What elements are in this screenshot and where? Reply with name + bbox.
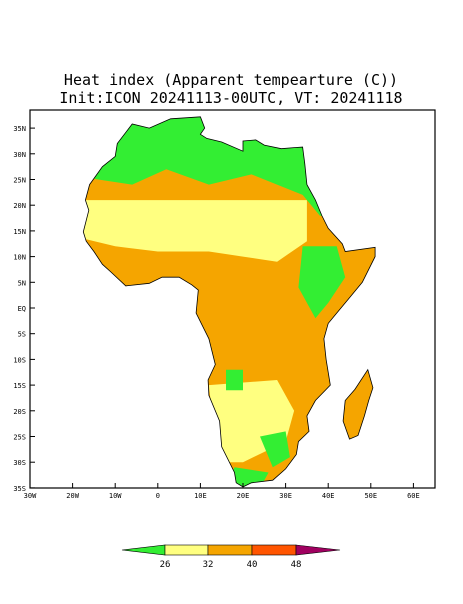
lon-label: 0 <box>156 492 160 500</box>
lon-label: 30E <box>279 492 292 500</box>
colorbar-high <box>295 544 341 556</box>
colorbar-label: 32 <box>203 560 214 570</box>
lat-label: 10N <box>13 254 26 262</box>
title: Heat index (Apparent tempearture (C)) <box>64 71 398 89</box>
green-region <box>260 431 290 468</box>
lat-label: 30N <box>13 151 26 159</box>
lon-label: 40E <box>322 492 335 500</box>
colorbar-label: 48 <box>291 560 302 570</box>
lat-label: 35N <box>13 125 26 133</box>
green-region <box>298 246 346 319</box>
lat-label: 35S <box>13 485 26 493</box>
axis-ticks: 35N 30N 25N 20N 15N 10N 5N EQ 5S 10S 15S 20S 25S 30S 3… <box>13 125 419 500</box>
colorbar-low <box>121 544 166 556</box>
lon-label: 50E <box>364 492 377 500</box>
lat-label: 15N <box>13 228 26 236</box>
lon-label: 60E <box>407 492 420 500</box>
yellow-region <box>83 200 307 262</box>
lat-label: 20S <box>13 408 26 416</box>
colorbar-label: 40 <box>247 560 258 570</box>
lat-label: 5N <box>18 279 26 287</box>
colorbar-bin <box>164 544 209 556</box>
lat-label: 30S <box>13 459 26 467</box>
lat-label: 5S <box>18 331 26 339</box>
coastline <box>82 116 376 488</box>
colorbar-label: 26 <box>160 560 171 570</box>
green-region <box>226 369 243 391</box>
map-frame <box>29 109 436 489</box>
lat-label: 10S <box>13 356 26 364</box>
lon-label: 10E <box>194 492 207 500</box>
subtitle: Init:ICON 20241113-00UTC, VT: 20241118 <box>59 89 402 107</box>
colorbar: 26 32 40 48 <box>121 544 341 570</box>
colorbar-bin <box>207 544 253 556</box>
lon-label: 30W <box>24 492 37 500</box>
lat-label: 20N <box>13 202 26 210</box>
lat-label: 15S <box>13 382 26 390</box>
lat-label: 25S <box>13 434 26 442</box>
coastline-path <box>82 116 376 488</box>
lon-label: 20W <box>66 492 79 500</box>
lon-label: 10W <box>109 492 122 500</box>
lon-label: 20E <box>237 492 250 500</box>
lat-label: EQ <box>18 305 26 313</box>
field <box>83 116 376 487</box>
colorbar-bin <box>251 544 297 556</box>
lat-label: 25N <box>13 177 26 185</box>
